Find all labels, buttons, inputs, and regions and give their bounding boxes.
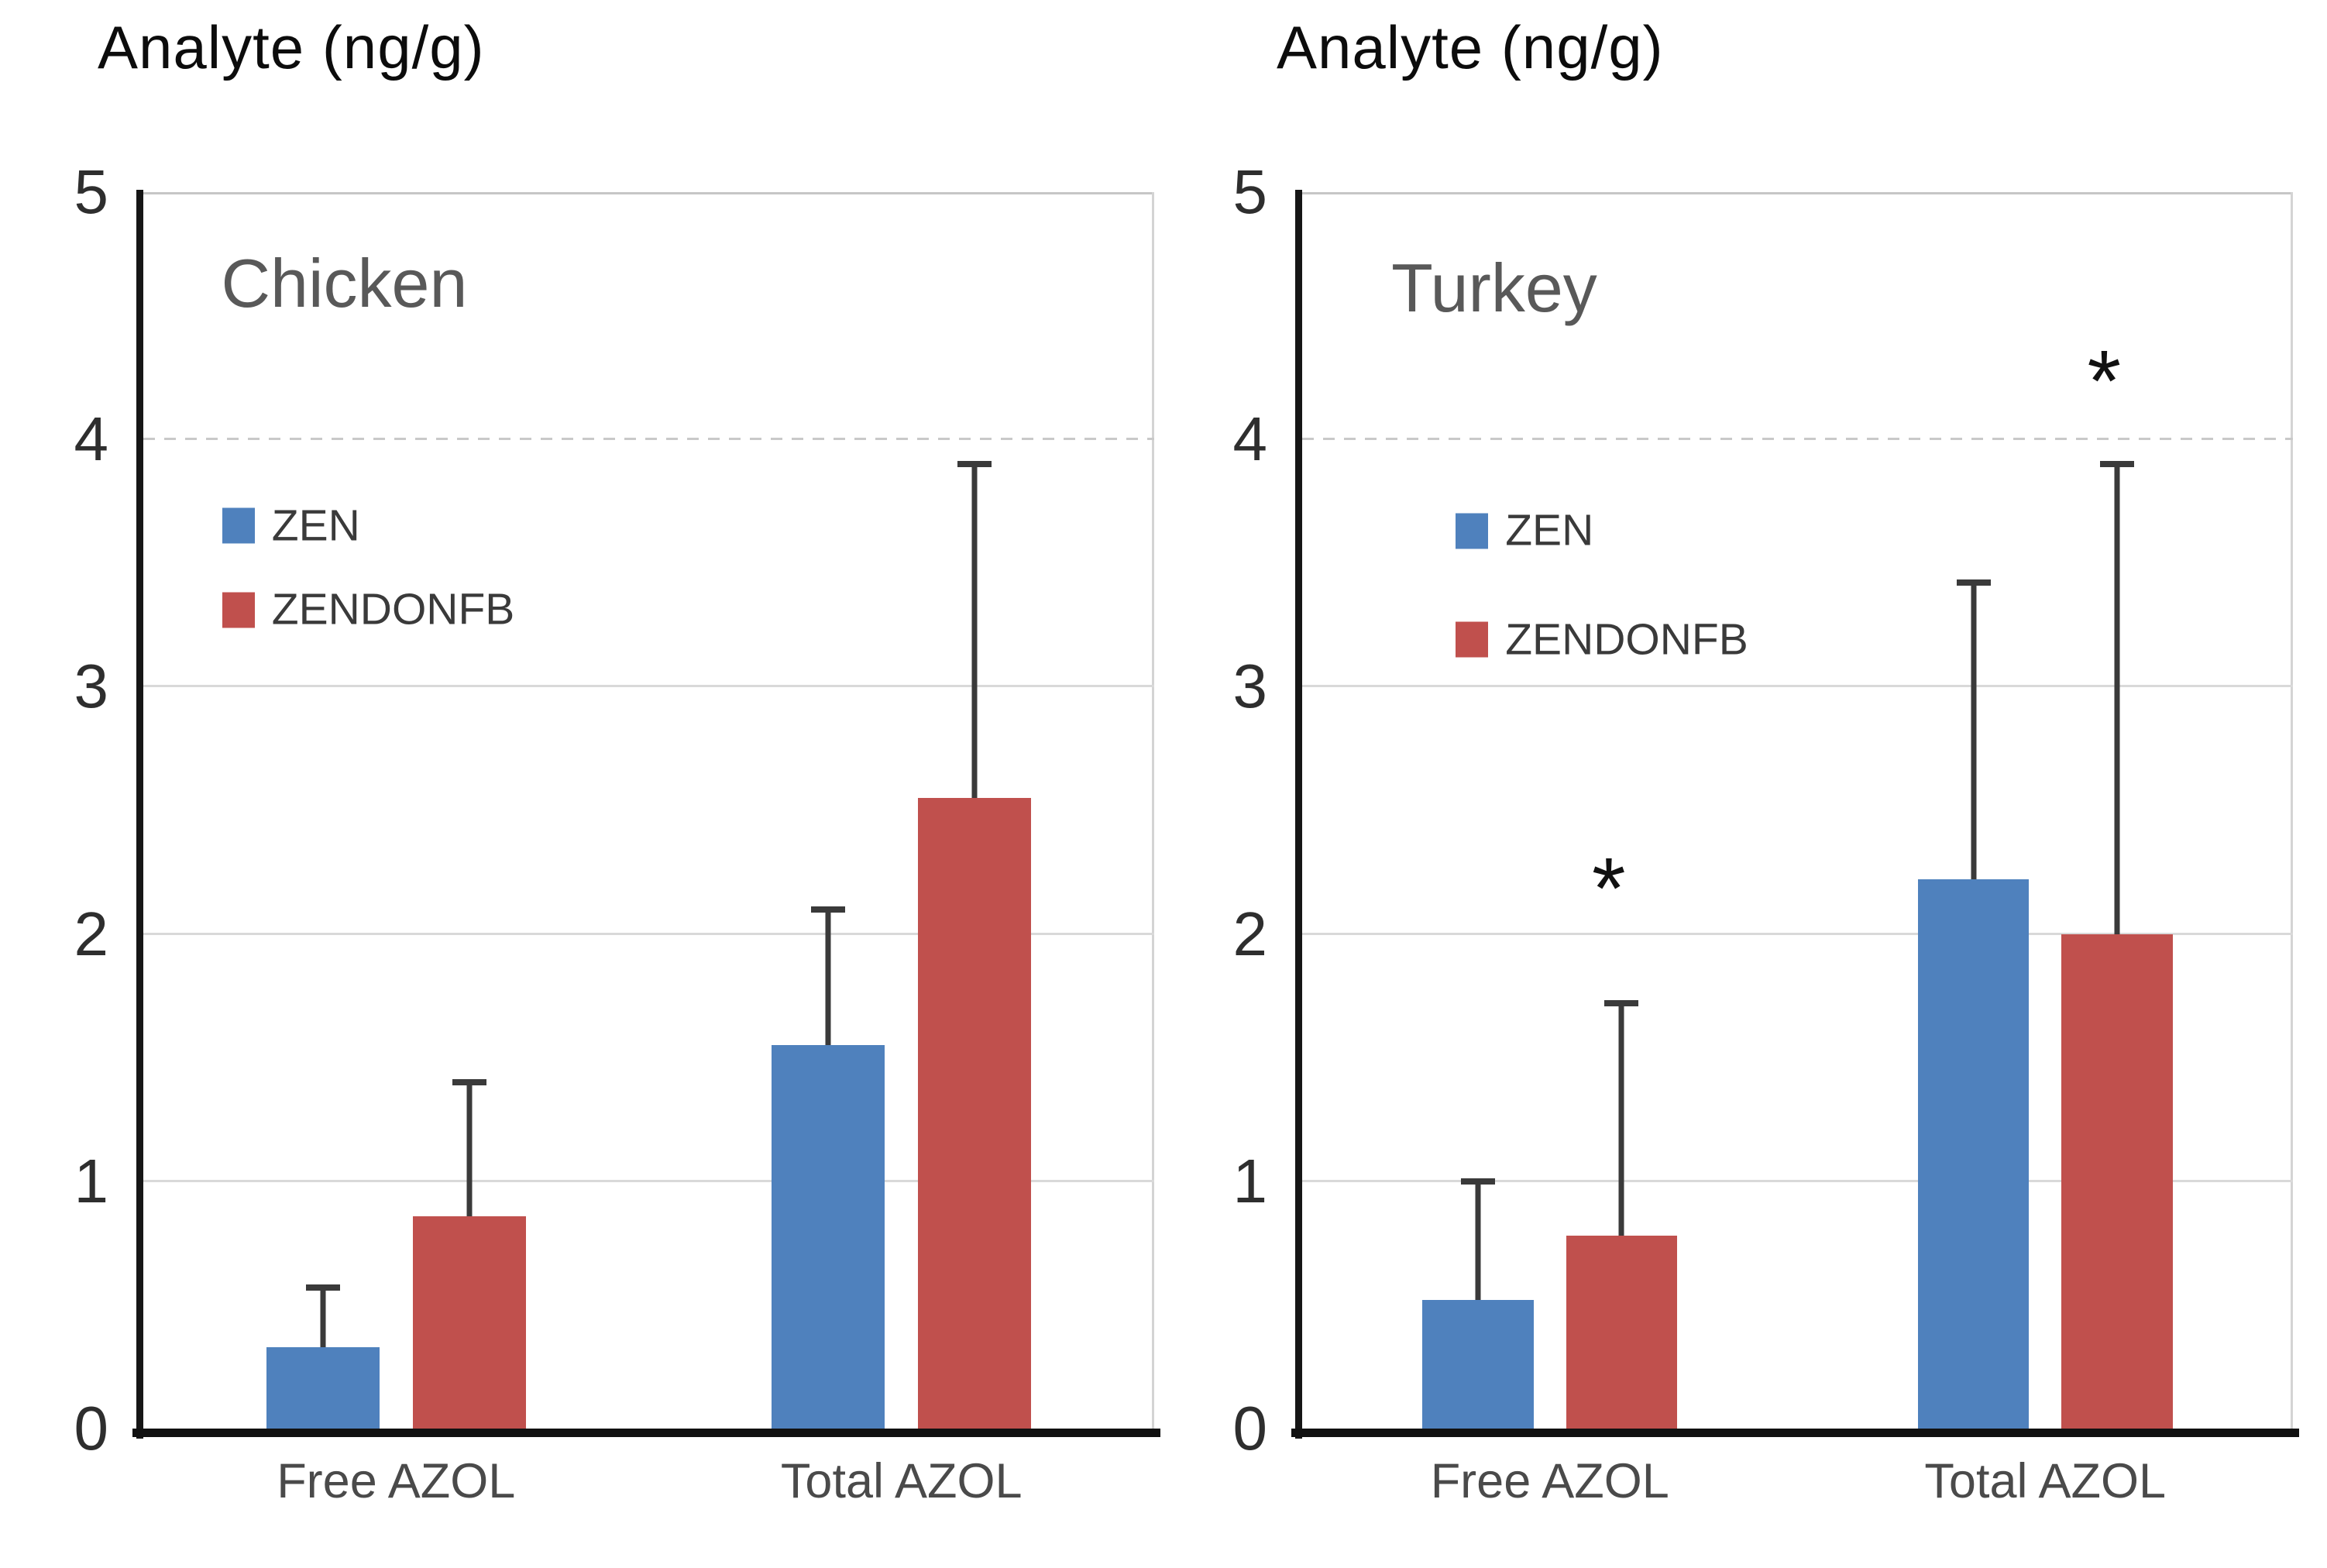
chart-title: Analyte (ng/g) bbox=[1277, 13, 1664, 81]
gridline-y-4 bbox=[143, 438, 1154, 441]
legend-item-zen: ZEN bbox=[222, 504, 360, 548]
gridline-y-2 bbox=[143, 932, 1154, 935]
y-tick-label-1: 1 bbox=[1232, 1146, 1268, 1216]
x-axis-line bbox=[1291, 1429, 2299, 1437]
x-category-label-total-azol: Total AZOL bbox=[1924, 1454, 2167, 1508]
error-bar-zen-free-azol bbox=[1475, 1181, 1481, 1301]
error-bar-cap-zendonfb-free-azol bbox=[452, 1079, 486, 1086]
y-axis-line bbox=[136, 190, 143, 1439]
y-axis-line bbox=[1295, 190, 1302, 1439]
plot-area: Turkey ZEN ZENDONFB * * bbox=[1302, 192, 2293, 1429]
legend-label-zen: ZEN bbox=[271, 500, 360, 551]
gridline-y-1 bbox=[1302, 1179, 2293, 1182]
error-bar-zendonfb-total-azol bbox=[2114, 464, 2120, 934]
error-bar-cap-zendonfb-total-azol bbox=[2099, 461, 2134, 468]
y-tick-label-0: 0 bbox=[74, 1394, 109, 1463]
bar-zendonfb-total-azol bbox=[918, 798, 1032, 1429]
legend-label-zen: ZEN bbox=[1505, 505, 1594, 555]
y-tick-label-4: 4 bbox=[74, 404, 109, 474]
legend-label-zendonfb: ZENDONFB bbox=[271, 584, 515, 634]
gridline-y-1 bbox=[143, 1179, 1154, 1182]
bar-zendonfb-total-azol bbox=[2061, 934, 2173, 1429]
error-bar-cap-zen-total-azol bbox=[1956, 579, 1991, 586]
legend-swatch-zen bbox=[1456, 513, 1489, 549]
bar-zen-total-azol bbox=[1917, 879, 2030, 1429]
chart-title: Analyte (ng/g) bbox=[98, 13, 485, 81]
gridline-y-3 bbox=[143, 685, 1154, 688]
y-tick-label-4: 4 bbox=[1232, 404, 1268, 474]
plot-top-border bbox=[1302, 192, 2293, 194]
plot-top-border bbox=[143, 192, 1154, 194]
legend-item-zen: ZEN bbox=[1456, 505, 1594, 555]
y-tick-label-5: 5 bbox=[1232, 157, 1268, 226]
gridline-y-2 bbox=[1302, 932, 2293, 935]
error-bar-zendonfb-free-azol bbox=[1618, 1002, 1624, 1236]
bar-zendonfb-free-azol bbox=[1566, 1236, 1678, 1429]
significance-asterisk: * bbox=[2087, 332, 2122, 430]
legend-swatch-zendonfb bbox=[222, 592, 255, 628]
bar-zen-free-azol bbox=[266, 1346, 380, 1429]
error-bar-zen-free-azol bbox=[320, 1288, 326, 1347]
error-bar-zen-total-azol bbox=[1971, 583, 1977, 880]
error-bar-zendonfb-total-azol bbox=[971, 464, 978, 799]
error-bar-zendonfb-free-azol bbox=[466, 1082, 473, 1216]
x-category-label-free-azol: Free AZOL bbox=[1430, 1454, 1669, 1508]
bar-zen-free-azol bbox=[1422, 1300, 1534, 1429]
error-bar-cap-zendonfb-free-azol bbox=[1604, 999, 1639, 1006]
y-tick-label-0: 0 bbox=[1232, 1394, 1268, 1463]
error-bar-zen-total-azol bbox=[825, 909, 831, 1046]
y-tick-label-2: 2 bbox=[1232, 899, 1268, 968]
bar-zendonfb-free-azol bbox=[412, 1216, 526, 1429]
plot-right-border bbox=[2291, 192, 2293, 1429]
error-bar-cap-zen-free-azol bbox=[1461, 1178, 1496, 1185]
legend-swatch-zendonfb bbox=[1456, 621, 1489, 658]
significance-asterisk: * bbox=[1592, 840, 1626, 937]
error-bar-cap-zen-total-azol bbox=[811, 906, 846, 913]
plot-area: Chicken ZEN ZENDONFB bbox=[143, 192, 1154, 1429]
plot-right-border bbox=[1152, 192, 1154, 1429]
y-tick-label-2: 2 bbox=[74, 899, 109, 968]
x-axis-line bbox=[132, 1429, 1160, 1437]
panel-label: Chicken bbox=[221, 245, 468, 322]
legend-label-zendonfb: ZENDONFB bbox=[1505, 614, 1748, 665]
y-tick-label-3: 3 bbox=[1232, 652, 1268, 721]
y-tick-label-3: 3 bbox=[74, 652, 109, 721]
panel-label: Turkey bbox=[1391, 249, 1597, 326]
legend-item-zendonfb: ZENDONFB bbox=[1456, 617, 1748, 662]
y-tick-label-5: 5 bbox=[74, 157, 109, 226]
bar-zen-total-azol bbox=[772, 1045, 885, 1429]
gridline-y-3 bbox=[1302, 685, 2293, 688]
x-category-label-free-azol: Free AZOL bbox=[277, 1454, 516, 1508]
gridline-y-4 bbox=[1302, 438, 2293, 441]
y-tick-label-1: 1 bbox=[74, 1146, 109, 1216]
error-bar-cap-zen-free-azol bbox=[305, 1284, 340, 1291]
legend-swatch-zen bbox=[222, 507, 255, 544]
error-bar-cap-zendonfb-total-azol bbox=[957, 461, 992, 468]
legend-item-zendonfb: ZENDONFB bbox=[222, 584, 515, 634]
x-category-label-total-azol: Total AZOL bbox=[780, 1454, 1023, 1508]
